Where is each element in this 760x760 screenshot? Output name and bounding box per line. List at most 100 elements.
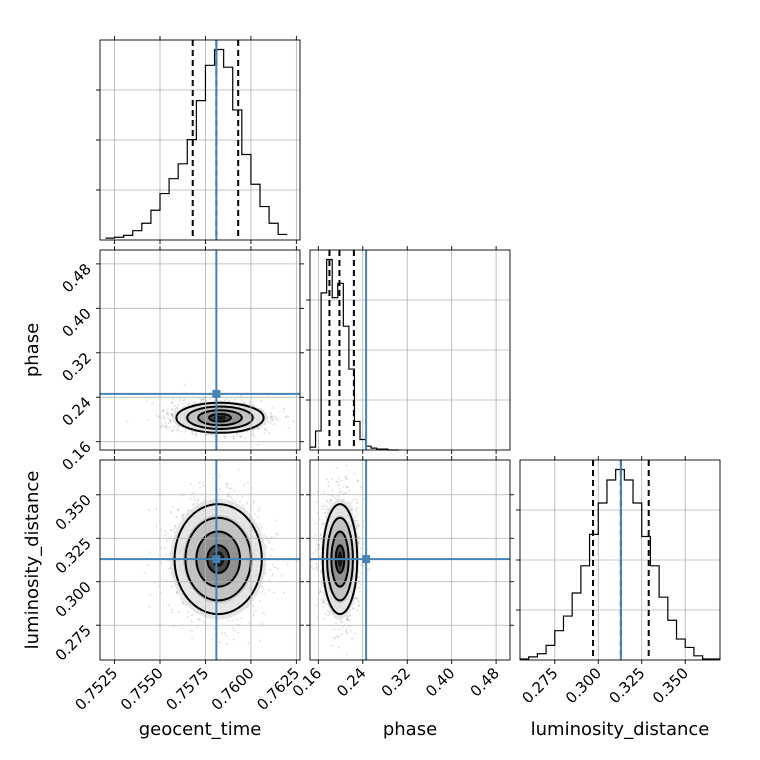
- sample-point: [192, 504, 195, 507]
- sample-point: [323, 503, 326, 506]
- sample-point: [224, 399, 227, 402]
- sample-point: [260, 591, 262, 594]
- sample-point: [155, 508, 158, 510]
- sample-point: [306, 516, 308, 518]
- sample-point: [169, 566, 172, 569]
- sample-point: [268, 541, 271, 544]
- sample-point: [157, 415, 160, 418]
- sample-point: [160, 424, 163, 427]
- sample-point: [273, 415, 276, 418]
- sample-point: [226, 495, 229, 497]
- sample-point: [318, 555, 321, 558]
- sample-point: [227, 491, 230, 494]
- sample-point: [169, 426, 172, 429]
- sample-point: [345, 628, 348, 631]
- sample-point: [321, 508, 324, 511]
- sample-point: [245, 501, 248, 504]
- sample-point: [199, 486, 202, 489]
- sample-point: [180, 598, 182, 601]
- sample-point: [272, 573, 275, 576]
- sample-point: [284, 416, 287, 419]
- sample-point: [353, 472, 356, 475]
- sample-point: [258, 427, 261, 430]
- sample-point: [171, 408, 174, 411]
- sample-point: [190, 482, 192, 485]
- sample-point: [324, 612, 327, 615]
- sample-point: [356, 519, 359, 522]
- sample-point: [174, 407, 176, 410]
- sample-point: [155, 525, 158, 528]
- sample-point: [356, 513, 359, 516]
- sample-point: [337, 646, 340, 649]
- sample-point: [360, 547, 362, 550]
- sample-point: [332, 495, 335, 498]
- sample-point: [176, 407, 178, 410]
- sample-point: [322, 505, 325, 508]
- sample-point: [320, 584, 323, 586]
- sample-point: [181, 515, 184, 517]
- sample-point: [162, 409, 165, 412]
- sample-point: [327, 484, 330, 487]
- sample-point: [271, 575, 274, 577]
- sample-point: [326, 478, 329, 481]
- sample-point: [333, 637, 336, 640]
- sample-point: [349, 614, 352, 617]
- sample-point: [328, 610, 331, 613]
- sample-point: [171, 401, 174, 404]
- sample-point: [326, 508, 329, 511]
- sample-point: [218, 488, 221, 490]
- sample-point: [314, 534, 316, 537]
- sample-point: [312, 567, 315, 570]
- sample-point: [171, 506, 174, 508]
- sample-point: [195, 626, 198, 629]
- sample-point: [167, 412, 169, 415]
- sample-point: [202, 399, 205, 402]
- sample-point: [164, 421, 167, 424]
- sample-point: [358, 591, 361, 593]
- sample-point: [173, 528, 176, 530]
- sample-point: [126, 420, 129, 423]
- sample-point: [176, 406, 178, 409]
- sample-point: [169, 419, 172, 422]
- sample-point: [181, 600, 184, 603]
- sample-point: [324, 512, 326, 515]
- sample-point: [268, 579, 271, 582]
- sample-point: [263, 427, 266, 430]
- sample-point: [324, 508, 327, 511]
- sample-point: [283, 407, 285, 410]
- sample-point: [165, 424, 168, 427]
- sample-point: [322, 600, 325, 603]
- sample-point: [357, 599, 360, 602]
- sample-point: [233, 489, 235, 492]
- sample-point: [257, 427, 260, 430]
- sample-point: [357, 540, 360, 543]
- sample-point: [319, 532, 322, 535]
- sample-point: [322, 605, 325, 608]
- sample-point: [240, 399, 243, 401]
- sample-point: [333, 628, 336, 631]
- sample-point: [200, 398, 203, 401]
- sample-point: [241, 495, 244, 498]
- sample-point: [346, 477, 349, 480]
- sample-point: [339, 621, 342, 624]
- sample-point: [348, 489, 351, 492]
- sample-point: [197, 497, 200, 500]
- sample-point: [184, 430, 187, 433]
- frames-layer: [96, 36, 721, 664]
- sample-point: [315, 522, 318, 525]
- sample-point: [350, 507, 353, 510]
- sample-point: [149, 594, 152, 596]
- density-panel-luminosity-distance-vs-phase: [306, 457, 371, 656]
- sample-point: [337, 481, 340, 484]
- sample-point: [247, 642, 250, 645]
- sample-point: [265, 572, 268, 575]
- sample-point: [162, 424, 165, 427]
- sample-point: [198, 618, 201, 621]
- sample-point: [335, 467, 338, 470]
- sample-point: [319, 586, 322, 589]
- sample-point: [268, 432, 271, 435]
- sample-point: [348, 457, 350, 459]
- sample-point: [282, 411, 285, 413]
- sample-point: [357, 605, 360, 607]
- sample-point: [265, 546, 268, 549]
